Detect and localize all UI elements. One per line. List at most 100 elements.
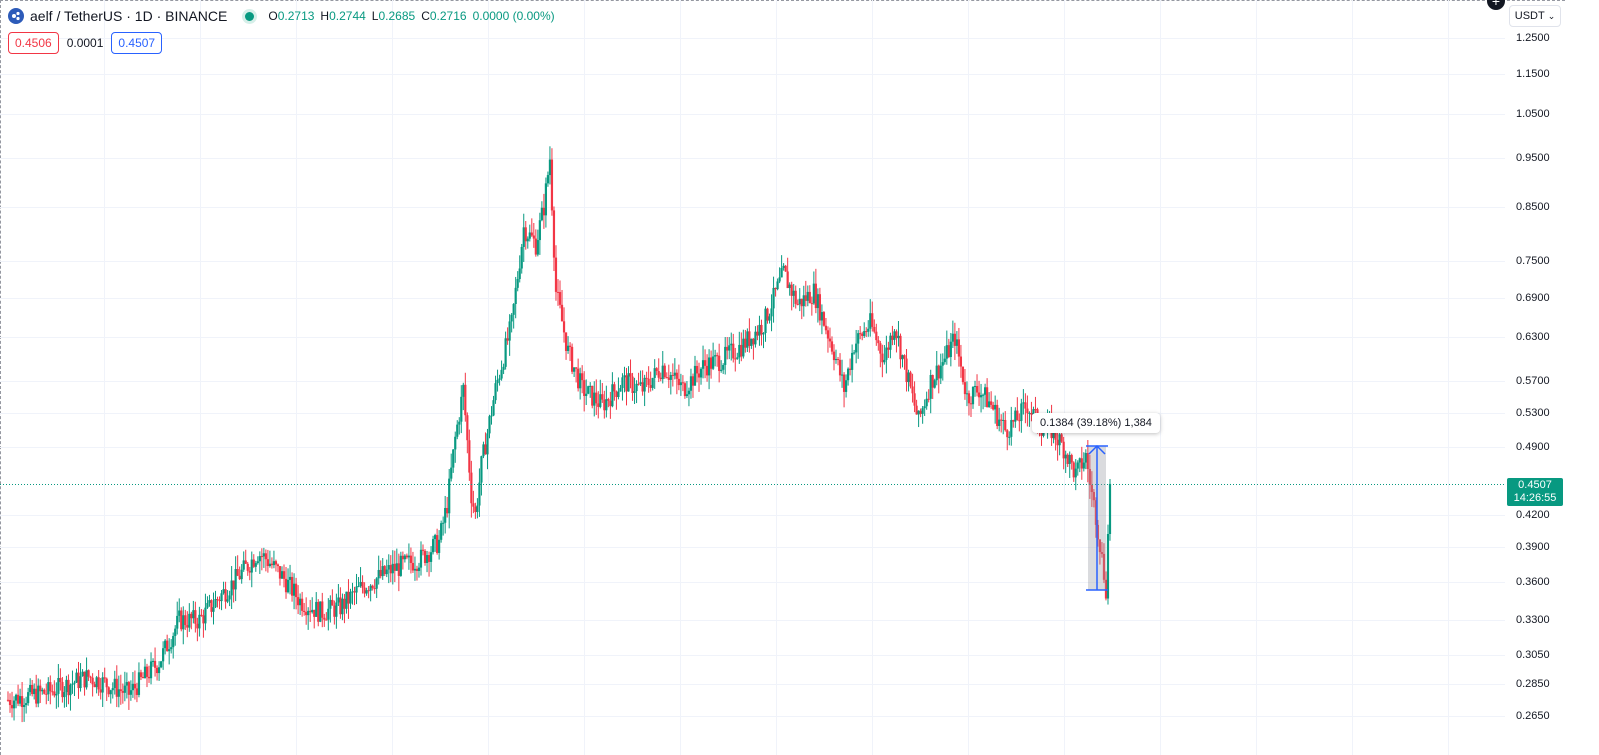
buy-button[interactable]: 0.4507 [111, 32, 163, 54]
candle-body [790, 284, 793, 296]
candle-body [210, 600, 213, 612]
candle-body [51, 691, 54, 693]
candle-body [716, 355, 719, 357]
price-axis-label: 0.2850 [1516, 678, 1550, 691]
candle-body [573, 367, 576, 372]
candle-body [309, 610, 312, 613]
candle-body [1098, 539, 1102, 553]
candle-body [500, 369, 503, 379]
candle-body [544, 183, 548, 216]
candle-body [208, 600, 211, 603]
candle-body [514, 287, 517, 305]
candle-body [768, 316, 771, 321]
low-value: L0.2685 [371, 9, 416, 23]
candle-body [992, 404, 995, 410]
candle-body [556, 291, 560, 293]
candle-body [903, 355, 906, 359]
candle-body [988, 401, 991, 408]
candle-body [299, 598, 302, 606]
candle-body [91, 677, 94, 685]
candle-body [35, 688, 38, 704]
candle-body [818, 294, 821, 321]
candle-body [834, 358, 838, 361]
candle-body [1000, 419, 1003, 421]
candle-body [109, 690, 112, 695]
candle-body [581, 373, 584, 381]
candle-body [347, 591, 350, 604]
last-price-value: 0.4507 [1518, 479, 1552, 491]
candle-body [677, 378, 680, 386]
candle-body [97, 677, 100, 690]
candle-body [240, 569, 243, 580]
candle-body [657, 371, 660, 378]
candle-body [248, 570, 251, 573]
chevron-down-icon: ⌄ [1547, 10, 1556, 21]
add-icon[interactable]: + [1487, 0, 1505, 10]
candle-body [794, 290, 797, 304]
candle-body [419, 549, 423, 568]
candle-body [661, 365, 664, 380]
candle-body [160, 661, 163, 668]
candle-series [6, 146, 1112, 723]
candle-body [623, 375, 626, 378]
candle-body [679, 382, 682, 386]
candle-body [645, 377, 648, 379]
candle-body [1002, 419, 1005, 421]
candle-body [198, 614, 201, 629]
candle-body [707, 357, 711, 376]
candle-body [1020, 403, 1023, 421]
candle-body [710, 357, 713, 369]
candle-body [498, 378, 501, 380]
candle-body [212, 607, 215, 612]
currency-select[interactable]: USDT ⌄ [1509, 5, 1561, 27]
candle-body [280, 571, 284, 579]
candle-body [143, 666, 147, 679]
candle-body [176, 615, 179, 629]
candle-body [701, 360, 705, 369]
candle-body [597, 403, 600, 407]
candle-body [168, 649, 171, 652]
candle-body [1056, 439, 1059, 446]
candle-body [865, 331, 868, 333]
candle-body [1032, 409, 1035, 415]
candle-body [252, 559, 255, 567]
candle-body [528, 232, 531, 239]
symbol-title[interactable]: aelf / TetherUS · 1D · BINANCE [30, 8, 228, 24]
candle-body [127, 682, 130, 695]
candle-body [629, 373, 632, 377]
candle-body [905, 358, 908, 383]
candle-body [105, 678, 108, 688]
price-chart[interactable] [0, 0, 1505, 755]
candle-body [157, 667, 161, 674]
candle-body [637, 383, 640, 385]
candle-body [994, 404, 997, 410]
candle-body [659, 377, 662, 380]
candle-body [975, 386, 979, 393]
candle-body [762, 333, 765, 335]
candle-body [196, 623, 199, 629]
legend-header: aelf / TetherUS · 1D · BINANCE O0.2713 H… [8, 6, 555, 26]
candle-body [349, 591, 352, 604]
candle-body [552, 210, 556, 258]
measure-tool[interactable] [1086, 444, 1108, 591]
candle-body [321, 601, 324, 618]
candle-body [1104, 579, 1108, 599]
candle-body [1100, 552, 1104, 554]
market-status-icon[interactable] [245, 11, 255, 21]
candle-body [254, 563, 257, 567]
candle-body [25, 703, 28, 706]
candle-body [446, 507, 449, 514]
candle-body [188, 613, 191, 628]
candle-body [625, 375, 628, 392]
candle-body [899, 335, 902, 360]
candle-body [391, 563, 394, 574]
sell-button[interactable]: 0.4506 [8, 32, 59, 54]
candle-body [633, 391, 636, 393]
candle-body [1062, 441, 1065, 459]
candle-body [305, 612, 308, 616]
candle-body [780, 268, 783, 278]
candle-body [1064, 454, 1067, 459]
candle-body [421, 549, 425, 551]
candle-body [1096, 524, 1100, 540]
candle-body [218, 600, 221, 602]
